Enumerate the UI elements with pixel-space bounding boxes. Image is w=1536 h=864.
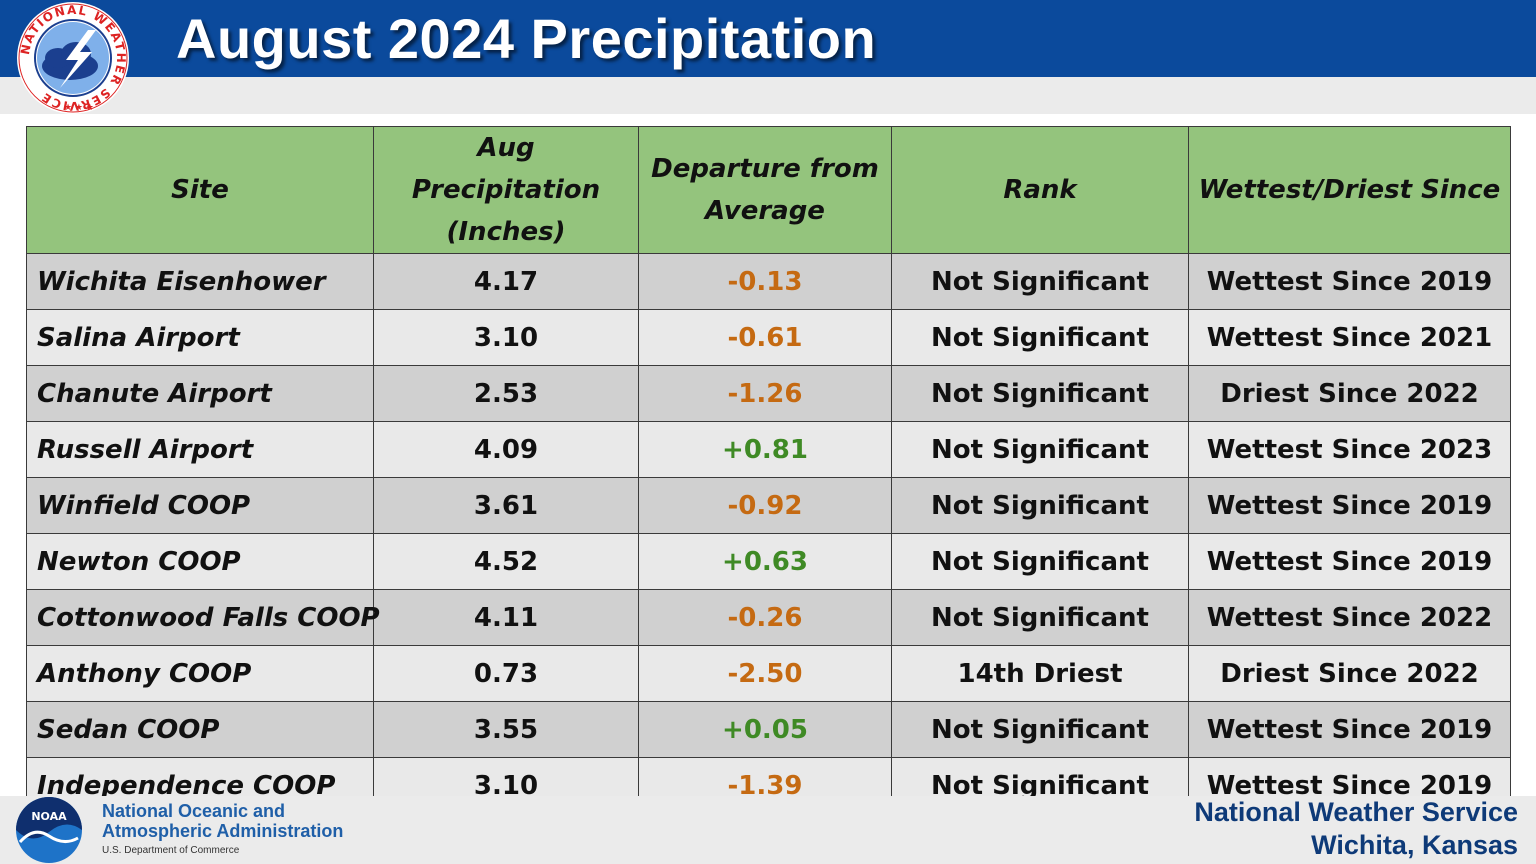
since-cell: Driest Since 2022 <box>1188 365 1511 422</box>
departure-cell: +0.63 <box>638 533 892 590</box>
precipitation-cell: 4.52 <box>373 533 639 590</box>
rank-cell: Not Significant <box>891 421 1189 478</box>
site-cell: Wichita Eisenhower <box>26 253 374 310</box>
header-strip <box>0 77 1536 114</box>
table-row: Russell Airport 4.09 +0.81 Not Significa… <box>26 421 1511 478</box>
column-header-departure: Departure from Average <box>638 126 892 254</box>
site-cell: Sedan COOP <box>26 701 374 758</box>
departure-cell: -0.26 <box>638 589 892 646</box>
svg-text:★ ★ ★: ★ ★ ★ <box>64 103 94 113</box>
departure-cell: -2.50 <box>638 645 892 702</box>
precipitation-cell: 3.55 <box>373 701 639 758</box>
column-header-site: Site <box>26 126 374 254</box>
table-header-row: Site Aug Precipitation (Inches) Departur… <box>26 126 1511 254</box>
table-row: Chanute Airport 2.53 -1.26 Not Significa… <box>26 365 1511 422</box>
site-cell: Winfield COOP <box>26 477 374 534</box>
table-row: Winfield COOP 3.61 -0.92 Not Significant… <box>26 477 1511 534</box>
site-cell: Chanute Airport <box>26 365 374 422</box>
precipitation-table: Site Aug Precipitation (Inches) Departur… <box>26 126 1511 814</box>
since-cell: Wettest Since 2021 <box>1188 309 1511 366</box>
site-cell: Russell Airport <box>26 421 374 478</box>
office-name: National Weather Service <box>1194 797 1518 827</box>
rank-cell: Not Significant <box>891 701 1189 758</box>
rank-cell: Not Significant <box>891 477 1189 534</box>
column-header-precipitation: Aug Precipitation (Inches) <box>373 126 639 254</box>
precipitation-cell: 4.09 <box>373 421 639 478</box>
departure-cell: +0.81 <box>638 421 892 478</box>
column-header-rank: Rank <box>891 126 1189 254</box>
table-row: Anthony COOP 0.73 -2.50 14th Driest Drie… <box>26 645 1511 702</box>
since-cell: Wettest Since 2019 <box>1188 533 1511 590</box>
header-bar <box>0 0 1536 77</box>
rank-cell: Not Significant <box>891 589 1189 646</box>
noaa-name-line1: National Oceanic and <box>102 801 286 821</box>
nws-logo-icon: NATIONAL WEATHER SERVICE ★ ★ ★ <box>17 2 129 114</box>
precipitation-cell: 4.11 <box>373 589 639 646</box>
precipitation-cell: 0.73 <box>373 645 639 702</box>
precipitation-cell: 4.17 <box>373 253 639 310</box>
footer-bar <box>0 796 1536 864</box>
since-cell: Driest Since 2022 <box>1188 645 1511 702</box>
departure-cell: -0.61 <box>638 309 892 366</box>
rank-cell: Not Significant <box>891 365 1189 422</box>
noaa-department: U.S. Department of Commerce <box>102 845 240 856</box>
rank-cell: Not Significant <box>891 309 1189 366</box>
since-cell: Wettest Since 2023 <box>1188 421 1511 478</box>
table-row: Sedan COOP 3.55 +0.05 Not Significant We… <box>26 701 1511 758</box>
page-title: August 2024 Precipitation <box>176 7 877 70</box>
table-row: Wichita Eisenhower 4.17 -0.13 Not Signif… <box>26 253 1511 310</box>
office-location: Wichita, Kansas <box>1311 830 1518 860</box>
column-header-since: Wettest/Driest Since <box>1188 126 1511 254</box>
table-row: Salina Airport 3.10 -0.61 Not Significan… <box>26 309 1511 366</box>
rank-cell: Not Significant <box>891 253 1189 310</box>
site-cell: Newton COOP <box>26 533 374 590</box>
departure-cell: -0.13 <box>638 253 892 310</box>
departure-cell: -0.92 <box>638 477 892 534</box>
rank-cell: Not Significant <box>891 533 1189 590</box>
departure-cell: +0.05 <box>638 701 892 758</box>
table-row: Cottonwood Falls COOP 4.11 -0.26 Not Sig… <box>26 589 1511 646</box>
rank-cell: 14th Driest <box>891 645 1189 702</box>
noaa-logo-icon: NOAA <box>16 797 82 863</box>
precipitation-cell: 3.61 <box>373 477 639 534</box>
since-cell: Wettest Since 2019 <box>1188 477 1511 534</box>
site-cell: Cottonwood Falls COOP <box>26 589 380 646</box>
noaa-name-line2: Atmospheric Administration <box>102 821 344 841</box>
table-row: Newton COOP 4.52 +0.63 Not Significant W… <box>26 533 1511 590</box>
precipitation-cell: 2.53 <box>373 365 639 422</box>
departure-cell: -1.26 <box>638 365 892 422</box>
site-cell: Anthony COOP <box>26 645 374 702</box>
since-cell: Wettest Since 2019 <box>1188 253 1511 310</box>
site-cell: Salina Airport <box>26 309 374 366</box>
precipitation-cell: 3.10 <box>373 309 639 366</box>
since-cell: Wettest Since 2019 <box>1188 701 1511 758</box>
svg-text:NOAA: NOAA <box>31 810 67 823</box>
since-cell: Wettest Since 2022 <box>1188 589 1511 646</box>
